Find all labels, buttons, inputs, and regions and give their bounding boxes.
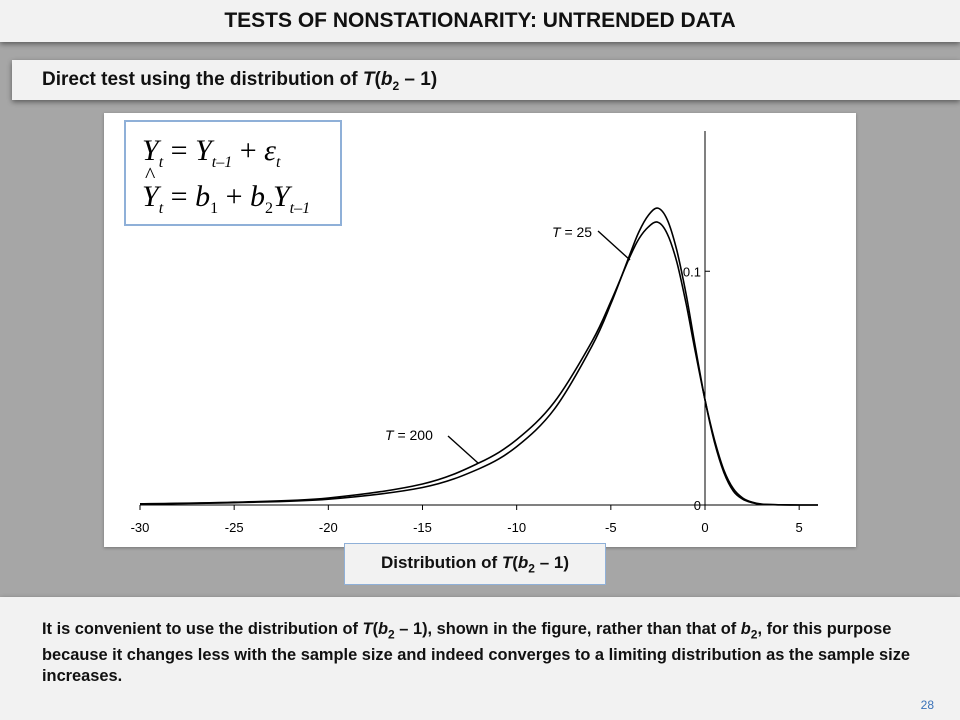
annotation-t25: T = 25 bbox=[552, 224, 592, 240]
page-number: 28 bbox=[920, 698, 934, 712]
slide-subtitle: Direct test using the distribution of T(… bbox=[42, 69, 438, 93]
x-tick-label: -5 bbox=[605, 520, 617, 535]
fitted-equation: Yt = b1 + b2Yt–1 bbox=[142, 162, 310, 218]
x-tick-label: 0 bbox=[701, 520, 708, 535]
annotation-t200: T = 200 bbox=[385, 427, 433, 443]
subtitle-bar: Direct test using the distribution of T(… bbox=[12, 60, 960, 100]
x-tick-label: -15 bbox=[413, 520, 432, 535]
annotation-t200-leader bbox=[447, 435, 479, 464]
bottom-text-bar: It is convenient to use the distribution… bbox=[0, 597, 960, 720]
series-line-1 bbox=[139, 221, 818, 506]
y-tick-label: 0 bbox=[694, 498, 701, 513]
y-tick-label: 0.1 bbox=[683, 264, 701, 279]
series-line-2 bbox=[139, 207, 818, 506]
slide-title: TESTS OF NONSTATIONARITY: UNTRENDED DATA bbox=[224, 9, 736, 32]
random-walk-equation: Yt = Yt–1 + εt bbox=[142, 134, 281, 171]
annotation-t25-leader bbox=[597, 230, 631, 261]
annotation-group: T = 25 T = 200 bbox=[385, 224, 631, 464]
x-tick-label: -25 bbox=[225, 520, 244, 535]
x-tick-label: -30 bbox=[131, 520, 150, 535]
caption-text: Distribution of T(b2 – 1) bbox=[380, 552, 570, 576]
title-bar: TESTS OF NONSTATIONARITY: UNTRENDED DATA bbox=[0, 0, 960, 42]
chart-axes: -30 -25 -20 -15 -10 -5 0 5 0 0.1 bbox=[131, 131, 818, 535]
body-paragraph: It is convenient to use the distribution… bbox=[42, 620, 911, 686]
x-tick-label: -20 bbox=[319, 520, 338, 535]
equation-box: Yt = Yt–1 + εt Yt = b1 + b2Yt–1 bbox=[124, 120, 342, 226]
distribution-chart: -30 -25 -20 -15 -10 -5 0 5 0 0.1 T = 25 T = 200 bbox=[131, 131, 818, 535]
chart-caption: Distribution of T(b2 – 1) bbox=[344, 543, 606, 585]
x-tick-label: 5 bbox=[796, 520, 803, 535]
series-group bbox=[139, 207, 818, 506]
x-tick-label: -10 bbox=[507, 520, 526, 535]
